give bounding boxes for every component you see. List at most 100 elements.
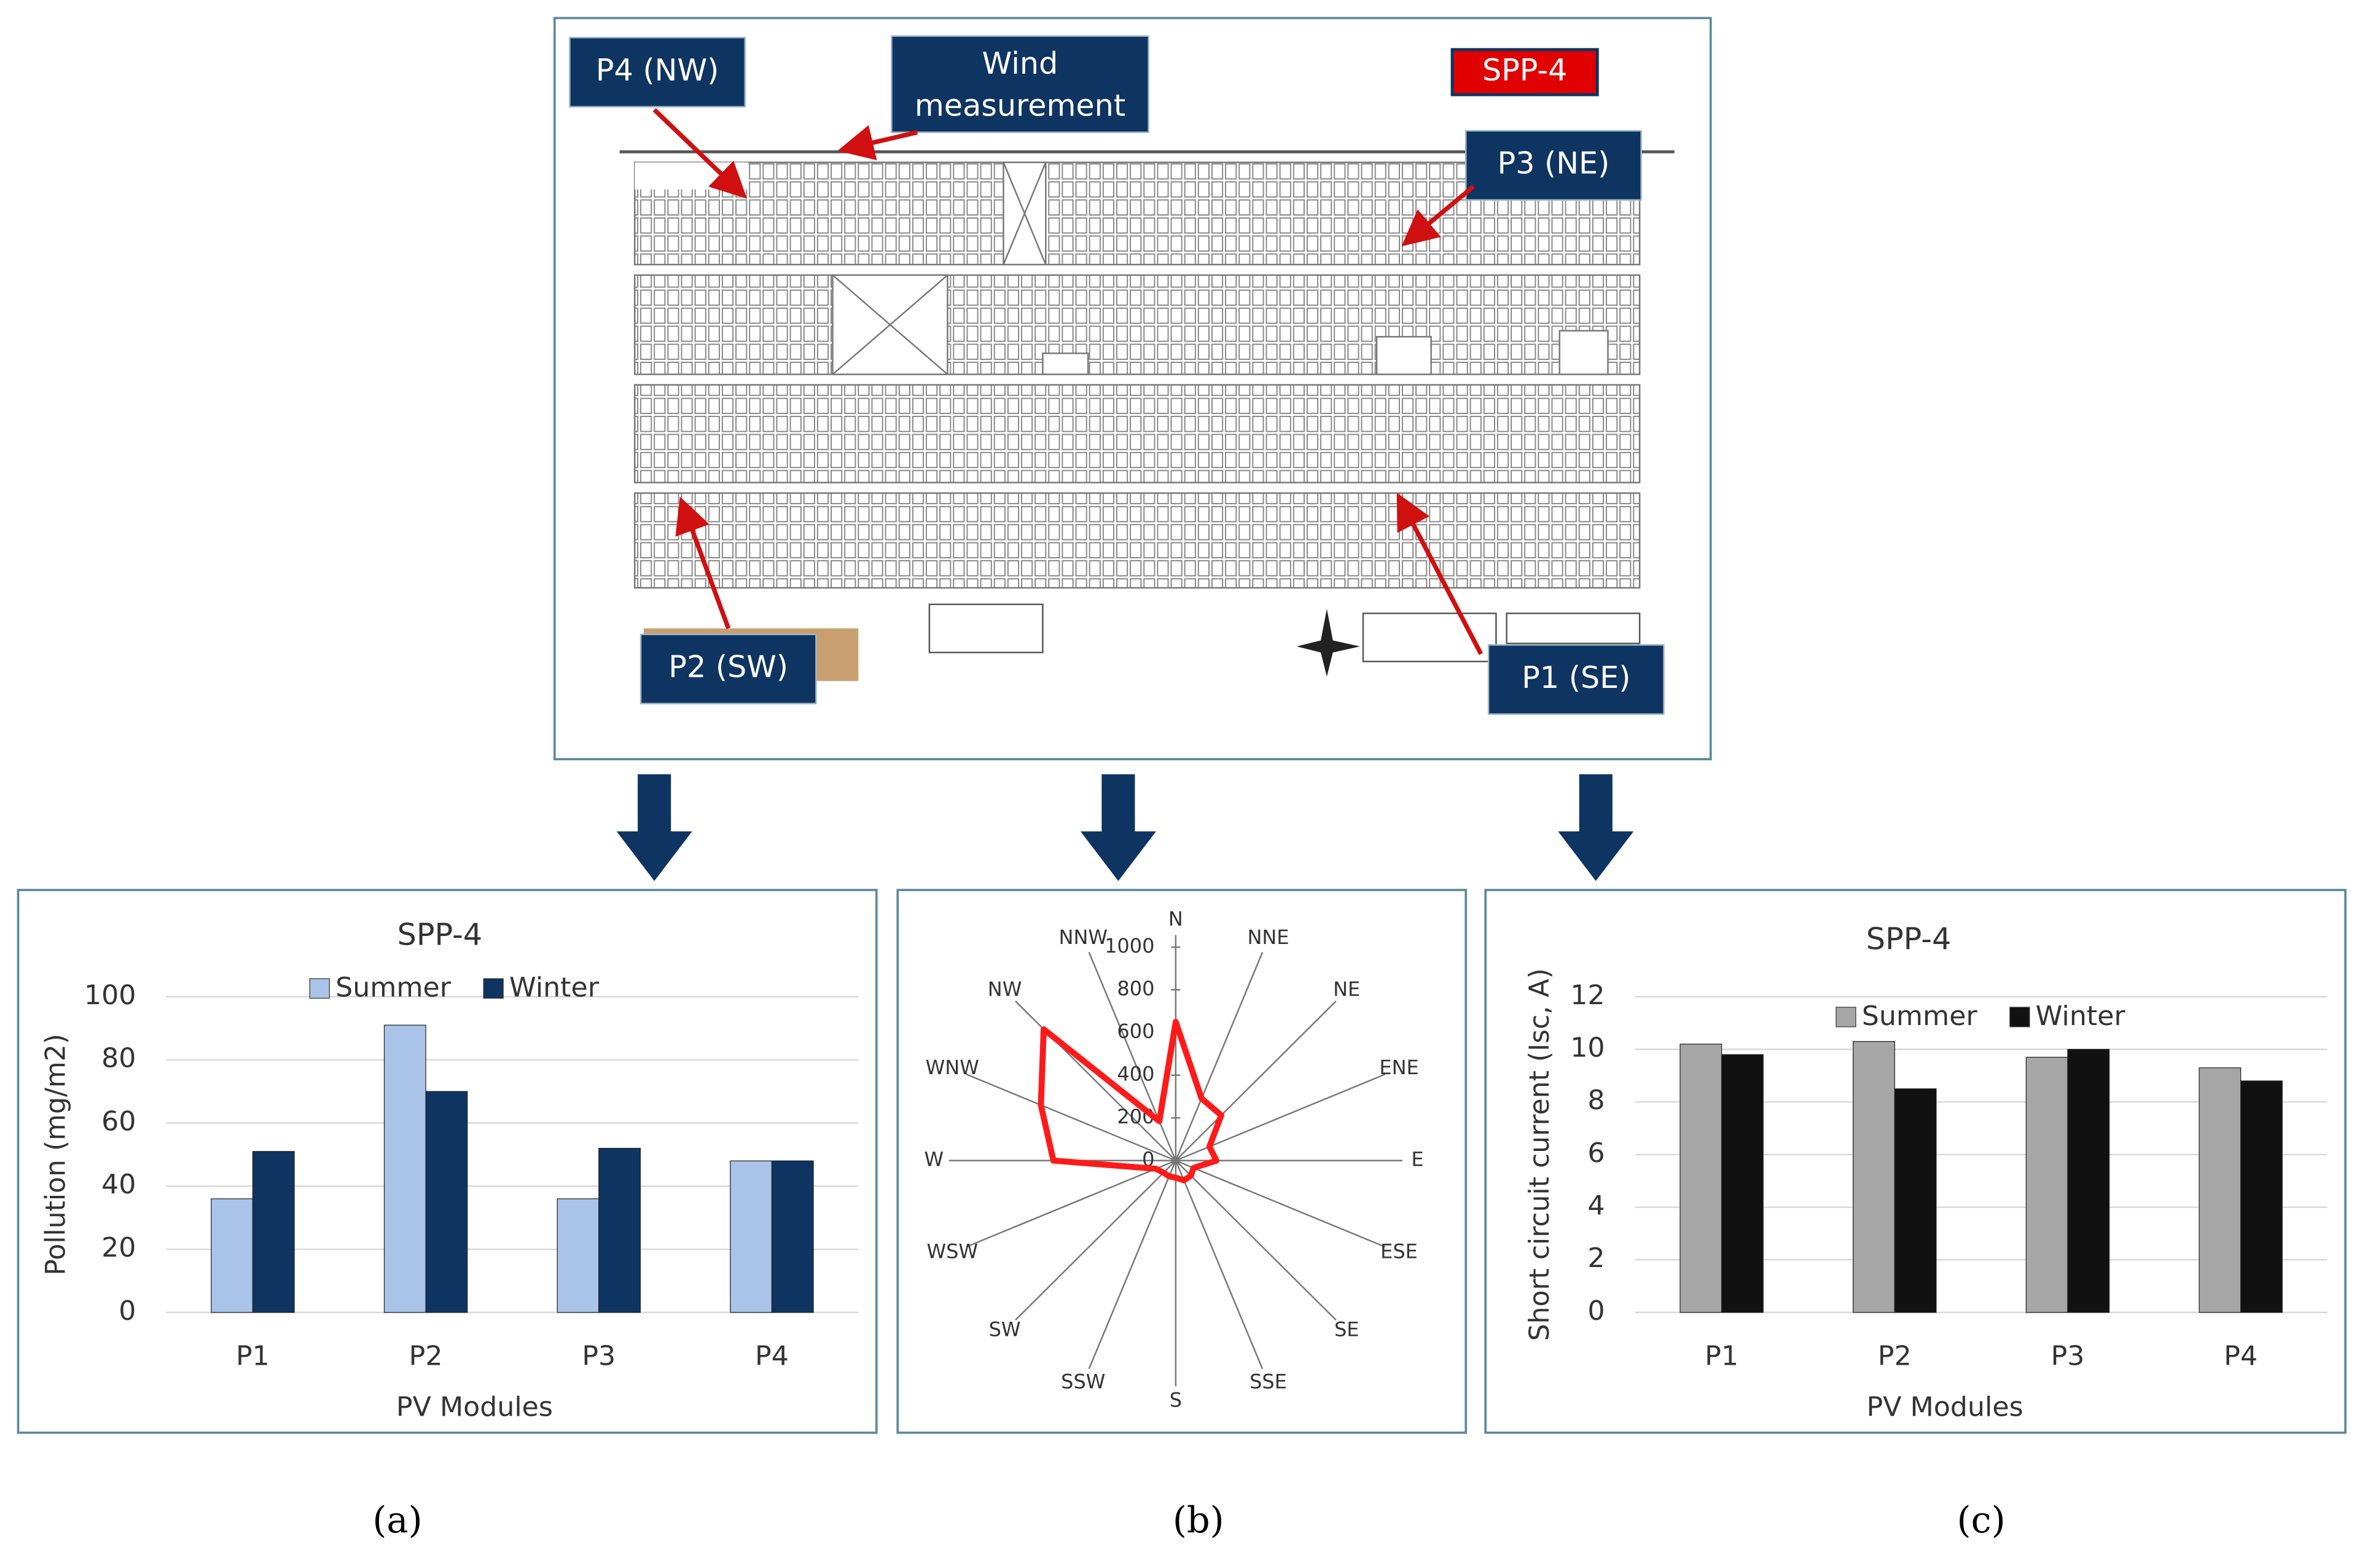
panel-label: (c) xyxy=(1957,1499,2006,1541)
block xyxy=(1558,330,1609,375)
down-arrow xyxy=(1080,774,1156,881)
arrow xyxy=(675,496,731,630)
y-axis-label: Pollution (mg/m2) xyxy=(40,1034,71,1276)
y-tick-label: 0 xyxy=(1587,1295,1605,1327)
down-arrow xyxy=(1558,774,1634,881)
legend-label: Summer xyxy=(1862,1000,1978,1032)
axis-label: NNW xyxy=(1059,926,1108,949)
axis-label: ENE xyxy=(1379,1056,1418,1079)
label-box xyxy=(639,633,817,704)
x-axis-label: PV Modules xyxy=(396,1392,553,1423)
label-box xyxy=(1487,644,1665,715)
legend-swatch xyxy=(483,978,504,999)
axis-label: SE xyxy=(1334,1318,1359,1341)
bar xyxy=(730,1160,773,1313)
bar xyxy=(2067,1048,2110,1313)
chart-title: SPP-4 xyxy=(397,917,483,953)
building xyxy=(1362,612,1497,663)
label: P4 (NW) xyxy=(596,52,719,88)
chart-title: SPP-4 xyxy=(1866,921,1952,957)
y-tick-label: 100 xyxy=(84,980,136,1011)
legend-swatch xyxy=(309,978,330,999)
spoke xyxy=(1175,1160,1337,1321)
bar xyxy=(771,1160,814,1313)
spoke xyxy=(1175,1000,1337,1161)
bar xyxy=(598,1147,641,1313)
label: P3 (NE) xyxy=(1497,146,1609,181)
y-tick-label: 60 xyxy=(101,1106,136,1137)
arrow xyxy=(1401,184,1475,247)
spoke xyxy=(1088,951,1177,1161)
x-tick-label: P4 xyxy=(755,1340,789,1371)
y-tick-label: 80 xyxy=(101,1043,136,1074)
bar xyxy=(1853,1041,1895,1313)
bar xyxy=(425,1091,468,1313)
axis-label: ESE xyxy=(1380,1240,1418,1263)
bar xyxy=(557,1198,600,1313)
spoke xyxy=(1015,1160,1176,1321)
x-tick-label: P3 xyxy=(2051,1340,2084,1371)
down-arrow xyxy=(616,774,692,881)
building xyxy=(1506,612,1641,644)
bar xyxy=(2240,1080,2283,1313)
axis-label: NNE xyxy=(1247,926,1289,949)
y-tick-label: 40 xyxy=(101,1169,136,1200)
x-tick-label: P2 xyxy=(1878,1340,1912,1371)
legend-label: Summer xyxy=(335,972,452,1004)
pv-row xyxy=(633,274,1641,375)
pv-row xyxy=(633,384,1641,483)
building xyxy=(928,603,1044,653)
axis-label: S xyxy=(1170,1388,1182,1411)
plan-frame xyxy=(553,17,1712,760)
label: Wind measurement xyxy=(914,45,1126,123)
plan-title-box xyxy=(1450,48,1599,96)
panel-frame xyxy=(17,889,878,1434)
plan-title: SPP-4 xyxy=(1482,52,1568,88)
y-tick-label: 0 xyxy=(119,1295,136,1327)
axis-label: N xyxy=(1168,907,1183,930)
site-plan: SPP-4 P4 (NW) Wind measurement P3 (NE) P… xyxy=(553,17,1712,760)
pv-row xyxy=(633,492,1641,589)
bar xyxy=(1894,1088,1937,1313)
label-wrap: Wind measurement xyxy=(914,45,1126,123)
bar xyxy=(2199,1067,2242,1313)
axis-label: SSE xyxy=(1249,1370,1287,1394)
spoke xyxy=(1175,1160,1386,1248)
y-tick-label: 12 xyxy=(1570,980,1605,1011)
bar xyxy=(1680,1043,1723,1313)
y-tick-label: 4 xyxy=(1587,1190,1605,1222)
axis-label: WSW xyxy=(926,1240,978,1263)
label-box xyxy=(891,35,1149,133)
block xyxy=(1042,352,1089,375)
label-box xyxy=(1465,130,1642,201)
spoke xyxy=(1175,951,1264,1161)
axis-label: SW xyxy=(989,1318,1021,1341)
spoke xyxy=(1088,1160,1177,1370)
radar-line xyxy=(1038,1018,1224,1184)
arrow xyxy=(652,108,748,199)
r-tick-label: 400 xyxy=(1117,1063,1154,1086)
arrow xyxy=(837,125,918,160)
bar xyxy=(2025,1056,2068,1313)
y-tick-label: 6 xyxy=(1587,1137,1605,1169)
axis-label: E xyxy=(1411,1148,1423,1171)
bar xyxy=(1721,1054,1764,1313)
panel-frame xyxy=(896,889,1468,1434)
x-tick-label: P2 xyxy=(409,1340,443,1371)
bar xyxy=(252,1151,295,1313)
axis-label: W xyxy=(924,1148,944,1171)
x-tick-label: P1 xyxy=(1705,1340,1738,1371)
y-tick-label: 20 xyxy=(101,1232,136,1263)
bar xyxy=(383,1024,426,1313)
label-box xyxy=(569,36,746,108)
compass xyxy=(1296,609,1361,677)
y-tick-label: 10 xyxy=(1570,1032,1605,1064)
legend-label: Winter xyxy=(509,972,600,1004)
x-tick-label: P1 xyxy=(236,1340,270,1371)
panel-label: (b) xyxy=(1173,1499,1224,1541)
x-tick-label: P3 xyxy=(582,1340,616,1371)
y-tick-label: 8 xyxy=(1587,1085,1605,1116)
cross xyxy=(832,162,1047,375)
